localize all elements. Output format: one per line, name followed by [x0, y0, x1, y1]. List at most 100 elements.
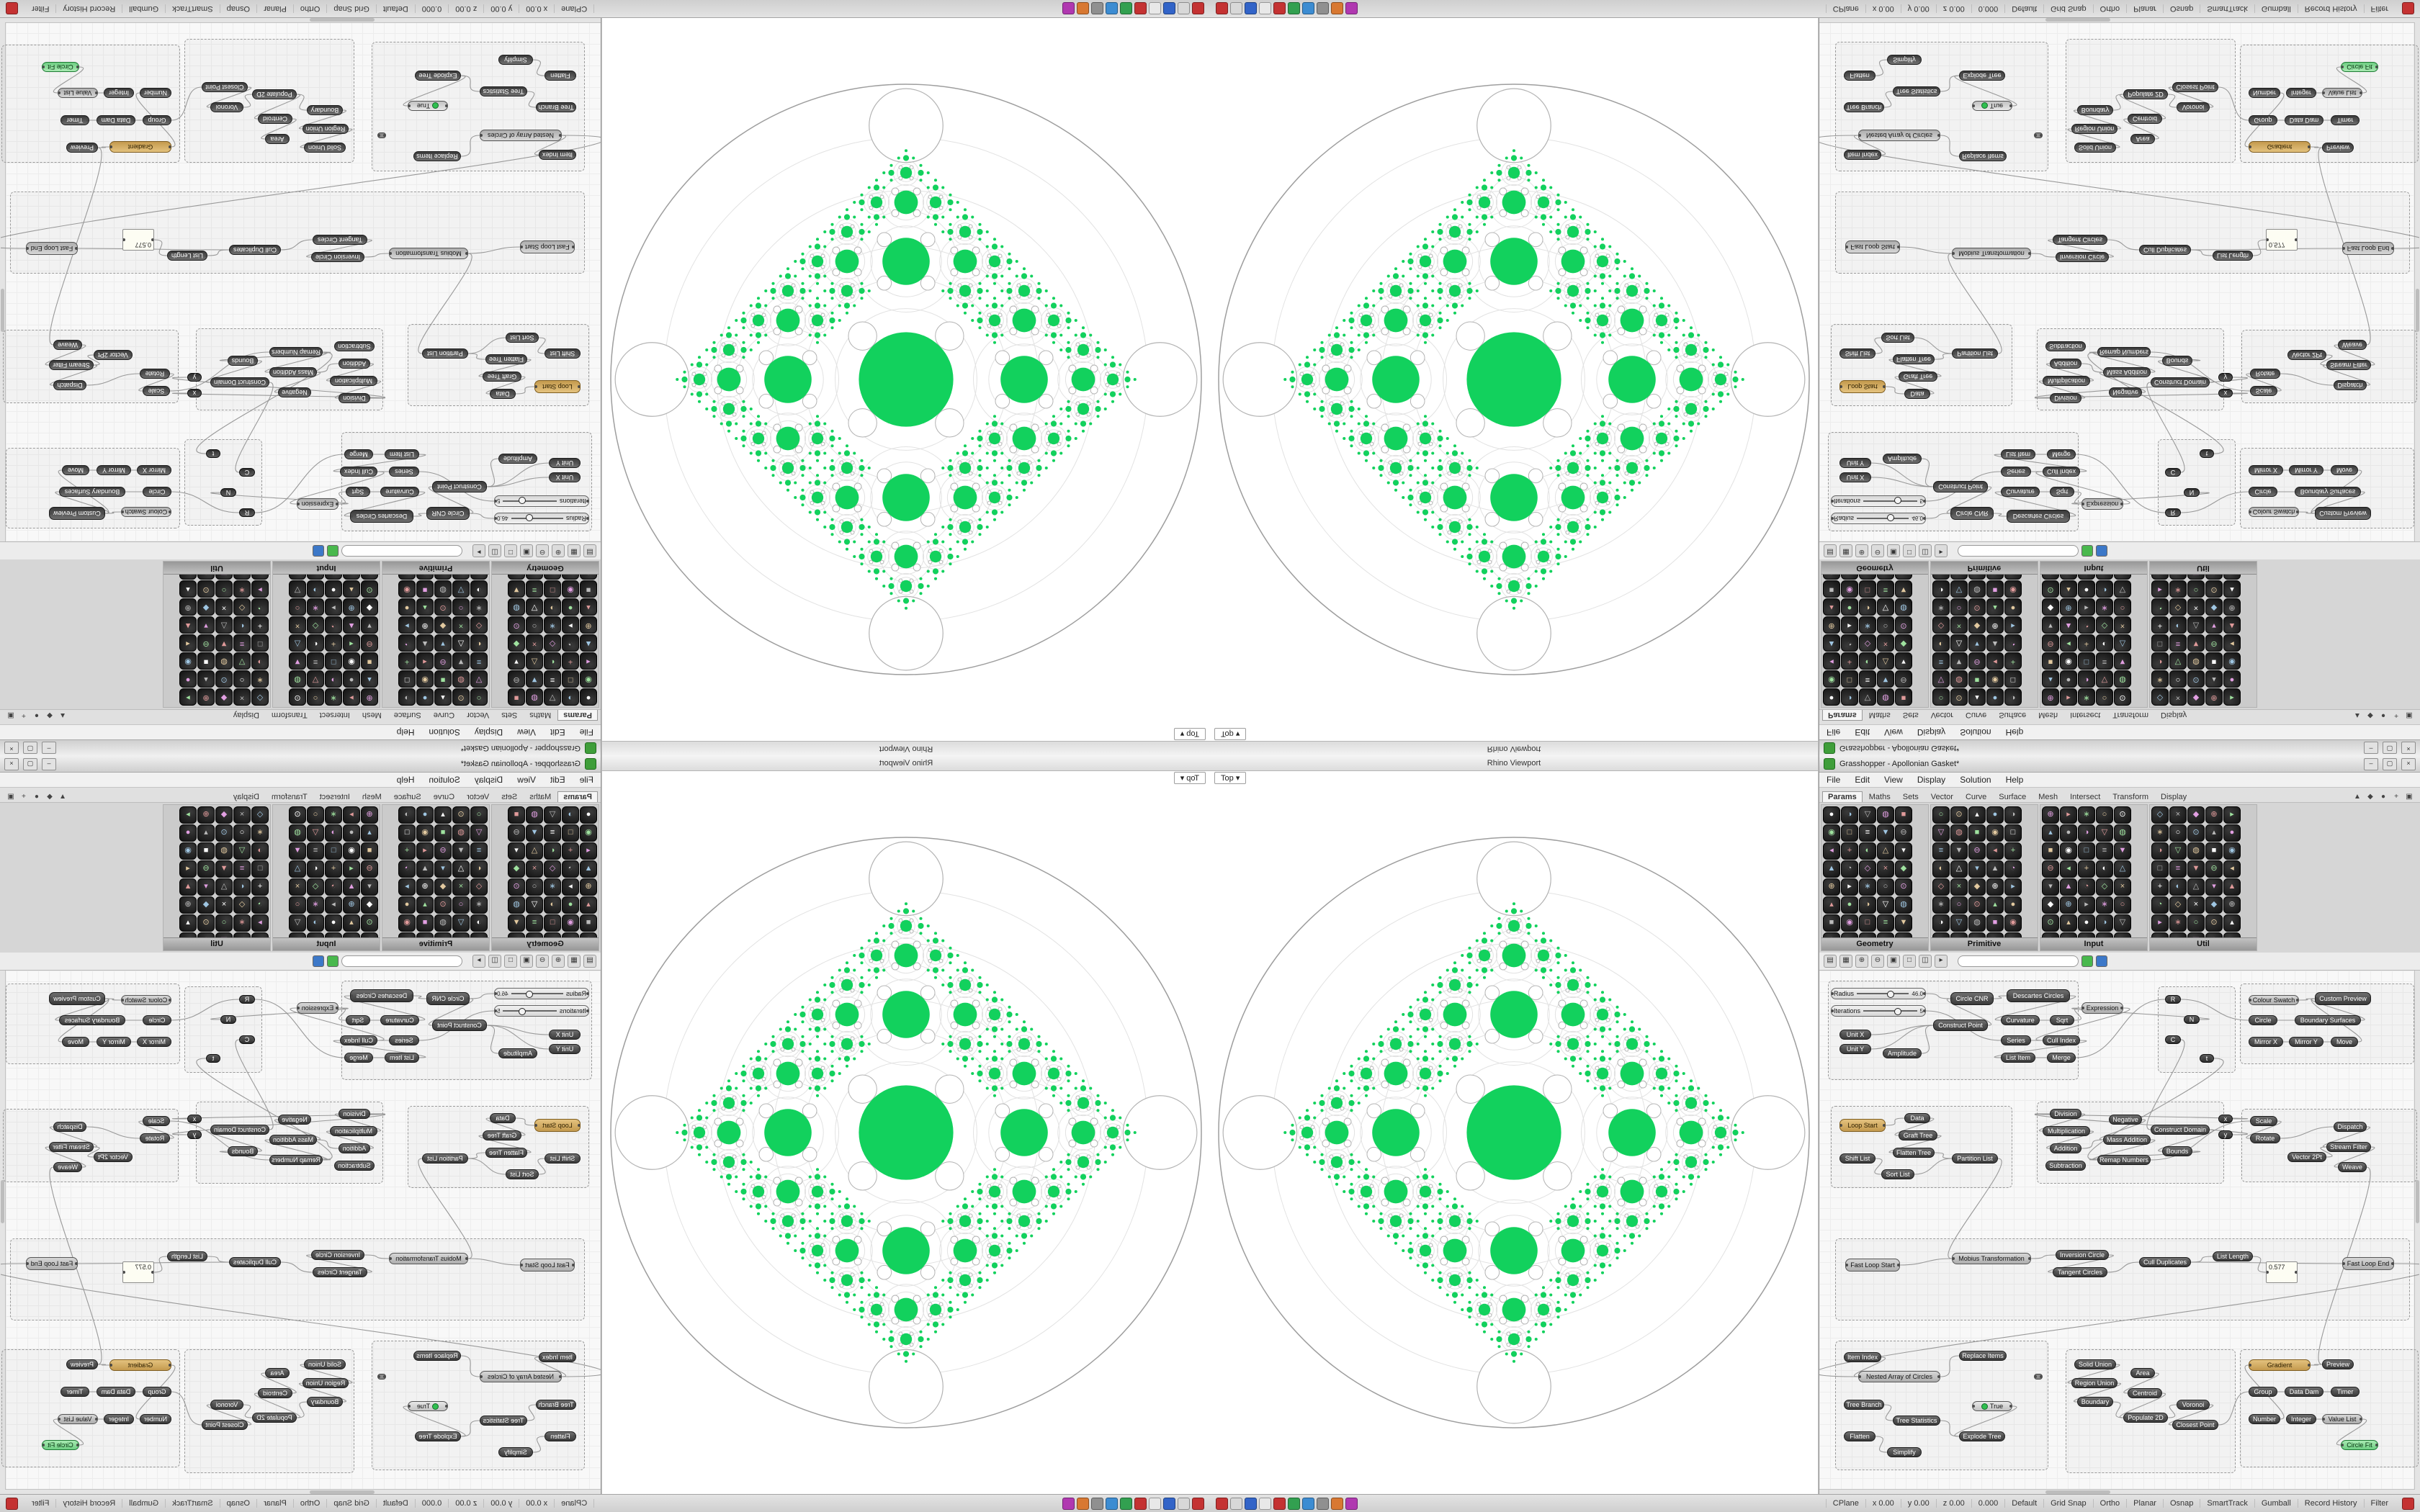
palette-icon[interactable]: ○	[2169, 824, 2187, 842]
palette-icon[interactable]: ∗	[1859, 878, 1876, 896]
palette-icon[interactable]: ◉	[2004, 580, 2022, 598]
canvas-toolbar-icon-1[interactable]: ▦	[568, 955, 581, 968]
palette-section-header[interactable]: Util	[2150, 562, 2257, 575]
gh-node-preview[interactable]: Preview	[2322, 1359, 2354, 1369]
palette-icon[interactable]: ⊙	[289, 688, 306, 706]
status-0-000[interactable]: 0.000	[415, 1499, 449, 1508]
gh-node-rotate[interactable]: Rotate	[140, 1133, 170, 1143]
palette-icon[interactable]: ◉	[580, 824, 597, 842]
palette-icon[interactable]: ⊕	[580, 878, 597, 896]
palette-section-header[interactable]: Primitive	[382, 937, 489, 950]
palette-icon[interactable]: ◉	[1823, 824, 1840, 842]
palette-icon[interactable]: ▼	[452, 842, 470, 860]
palette-icon[interactable]: ◍	[526, 688, 543, 706]
palette-icon[interactable]: ≡	[544, 670, 561, 688]
gh-node-custom-preview[interactable]: Custom Preview	[2315, 992, 2371, 1005]
palette-icon[interactable]: ◉	[325, 575, 342, 580]
menu-help[interactable]: Help	[2005, 727, 2024, 737]
slider-grip[interactable]	[1887, 514, 1894, 521]
gh-node-centroid[interactable]: Centroid	[2128, 1388, 2162, 1398]
palette-icon[interactable]: +	[562, 842, 579, 860]
palette-icon[interactable]: ◂	[398, 575, 416, 580]
palette-icon[interactable]: ⊕	[343, 598, 360, 616]
plugin-tab-icon[interactable]: +	[22, 793, 26, 801]
palette-icon[interactable]: ⊖	[1968, 842, 1986, 860]
palette-icon[interactable]: ≡	[1859, 824, 1876, 842]
palette-icon[interactable]: ●	[2223, 824, 2241, 842]
palette-icon[interactable]: ■	[508, 688, 525, 706]
palette-icon[interactable]: ◆	[2042, 598, 2059, 616]
gh-node-true[interactable]: True	[408, 101, 448, 111]
palette-icon[interactable]: ◂	[398, 932, 416, 937]
palette-icon[interactable]: ▾	[361, 616, 378, 634]
palette-icon[interactable]: ■	[343, 932, 360, 937]
gh-node-inversion-circle[interactable]: Inversion Circle	[311, 252, 364, 262]
palette-icon[interactable]: ▽	[307, 670, 324, 688]
gh-node-unit-y[interactable]: Unit Y	[1839, 1044, 1871, 1054]
gh-node-group[interactable]: Group	[143, 115, 171, 125]
palette-icon[interactable]: ▴	[179, 914, 197, 932]
palette-icon[interactable]: ▲	[343, 878, 360, 896]
gh-node-vector-2pt[interactable]: Vector 2Pt	[2287, 350, 2326, 360]
gh-node-expression[interactable]: Expression	[2081, 498, 2123, 510]
gh-node-populate-2d[interactable]: Populate 2D	[252, 1413, 297, 1423]
gh-node-amplitude[interactable]: Amplitude	[498, 1048, 537, 1058]
canvas-toolbar-icon-5[interactable]: □	[504, 544, 517, 557]
slider-grip[interactable]	[518, 497, 526, 504]
gh-node-weave[interactable]: Weave	[2338, 340, 2367, 350]
palette-icon[interactable]: ⊖	[1895, 824, 1912, 842]
palette-icon[interactable]: ◇	[544, 634, 561, 652]
palette-icon[interactable]: ▾	[2205, 878, 2223, 896]
gh-node-circle-cnr[interactable]: Circle CNR	[426, 507, 470, 520]
palette-icon[interactable]: ⊙	[2042, 914, 2059, 932]
gh-node-unit-x[interactable]: Unit X	[549, 1030, 581, 1040]
palette-icon[interactable]: ◑	[1932, 580, 1950, 598]
palette-icon[interactable]: ▾	[1895, 842, 1912, 860]
tab-params[interactable]: Params	[1822, 791, 1863, 802]
gh-node-t[interactable]: t	[2200, 1054, 2214, 1063]
palette-icon[interactable]: ◇	[2151, 688, 2169, 706]
palette-icon[interactable]: △	[215, 878, 233, 896]
gh-node-solid-union[interactable]: Solid Union	[2074, 1359, 2116, 1369]
palette-icon[interactable]: ◂	[343, 634, 360, 652]
status-z-0-00[interactable]: z 0.00	[1935, 4, 1971, 13]
palette-icon[interactable]: ▸	[343, 806, 360, 824]
gh-node-move[interactable]: Move	[2331, 1037, 2358, 1047]
gh-node-vector-2pt[interactable]: Vector 2Pt	[2287, 1152, 2326, 1162]
status-y-0-00[interactable]: y 0.00	[1900, 4, 1936, 13]
palette-icon[interactable]: ▲	[2060, 616, 2077, 634]
close-button[interactable]: ×	[2401, 742, 2416, 755]
gh-node-addition[interactable]: Addition	[339, 1143, 370, 1153]
palette-icon[interactable]: ◉	[1841, 914, 1858, 932]
gh-node-partition-list[interactable]: Partition List	[1952, 348, 1998, 359]
palette-icon[interactable]: ◉	[343, 842, 360, 860]
status-default[interactable]: Default	[2004, 4, 2044, 13]
palette-icon[interactable]: ⊕	[2060, 896, 2077, 914]
palette-icon[interactable]: ≡	[1859, 670, 1876, 688]
plugin-tab-icon[interactable]: ▲	[2354, 793, 2361, 801]
palette-icon[interactable]: ▼	[1950, 842, 1968, 860]
palette-icon[interactable]: ∗	[1859, 616, 1876, 634]
gh-node-x[interactable]: x	[187, 1115, 202, 1123]
palette-icon[interactable]: ◑	[251, 842, 269, 860]
palette-icon[interactable]: ∗	[325, 688, 342, 706]
minimize-button[interactable]: –	[42, 757, 56, 770]
tab-vector[interactable]: Vector	[1930, 793, 1953, 801]
close-button[interactable]: ×	[2401, 757, 2416, 770]
palette-icon[interactable]: ⊕	[361, 688, 378, 706]
palette-icon[interactable]: ▼	[452, 652, 470, 670]
palette-icon[interactable]: ◐	[2169, 878, 2187, 896]
palette-icon[interactable]: ≡	[2096, 652, 2113, 670]
gh-node-0-577[interactable]: 0.577	[2266, 229, 2298, 251]
canvas-toolbar-icon-5[interactable]: □	[504, 955, 517, 968]
palette-icon[interactable]: ⊕	[2205, 806, 2223, 824]
gh-node-simplify[interactable]: Simplify	[1887, 1447, 1922, 1457]
palette-icon[interactable]: ●	[1823, 688, 1840, 706]
gh-node-mirror-x[interactable]: Mirror X	[137, 1037, 171, 1047]
taskbar-icon-2[interactable]	[1245, 2, 1257, 15]
menu-display[interactable]: Display	[1917, 775, 1946, 785]
status-smarttrack[interactable]: SmartTrack	[166, 1499, 220, 1508]
gh-node-circle-fit[interactable]: Circle Fit	[42, 62, 79, 72]
palette-icon[interactable]: ∗	[2078, 688, 2095, 706]
palette-icon[interactable]: +	[2151, 878, 2169, 896]
